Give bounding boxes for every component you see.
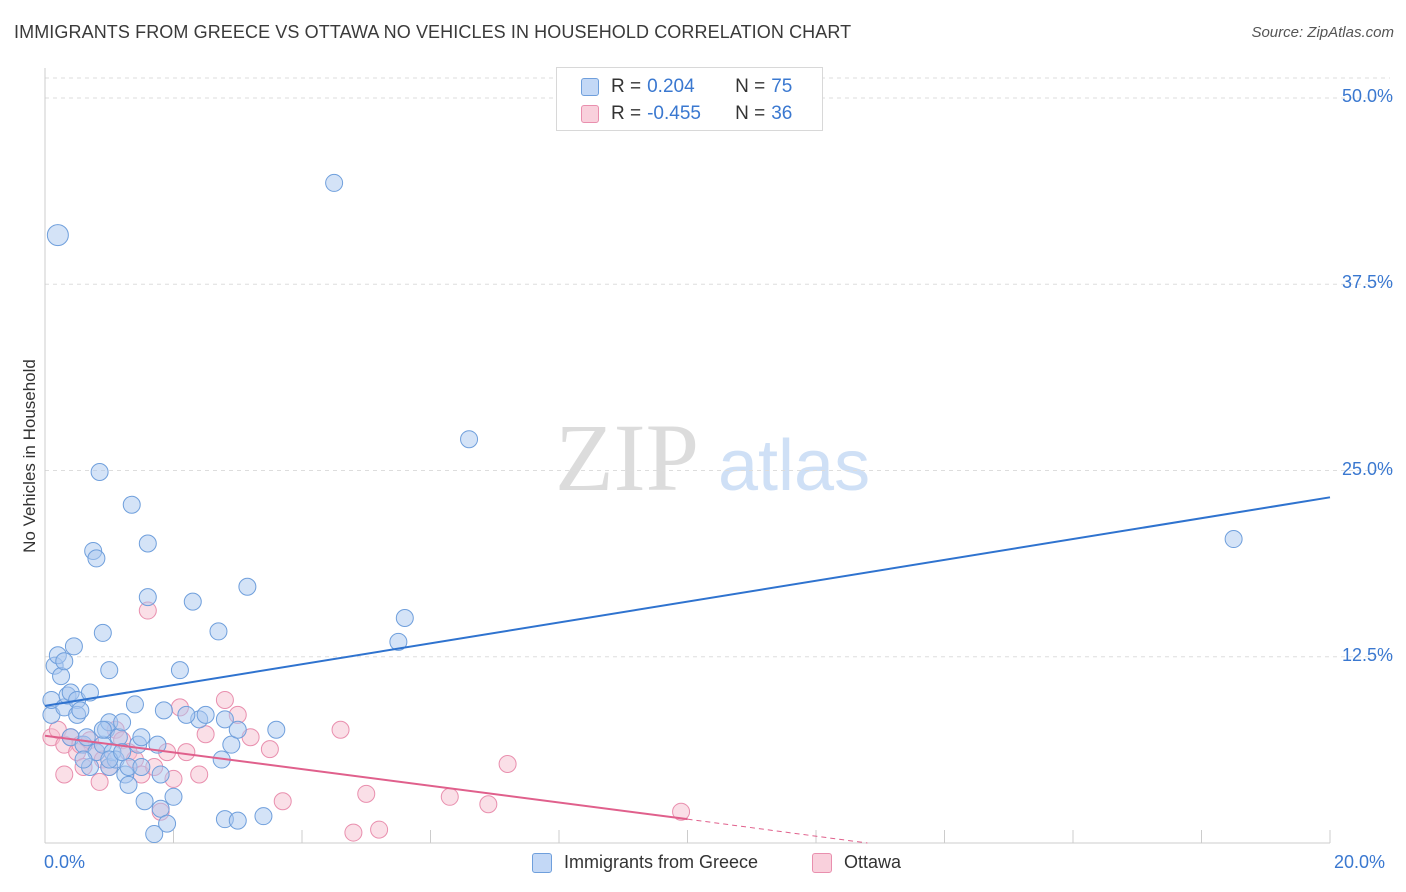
data-point-greece [170, 661, 189, 680]
watermark-atlas: atlas [718, 426, 870, 506]
legend-row-ottawa: R = -0.455 N = 36 [581, 101, 792, 127]
legend-r-value: -0.455 [647, 103, 701, 124]
data-point-greece [93, 720, 112, 739]
data-point-greece [46, 224, 69, 247]
data-point-greece [460, 430, 479, 449]
data-point-greece [177, 705, 196, 724]
data-point-greece [215, 710, 234, 729]
data-point-greece [325, 173, 344, 192]
data-point-greece [228, 720, 247, 739]
data-point-greece [151, 799, 170, 818]
data-point-ottawa [260, 740, 279, 759]
data-point-ottawa [672, 802, 691, 821]
data-point-greece [132, 758, 151, 777]
y-tick-label: 50.0% [1341, 86, 1393, 106]
data-point-greece [132, 728, 151, 747]
legend-r-label: R = [611, 76, 642, 97]
data-point-greece [80, 683, 99, 702]
trend-line-greece [44, 496, 1331, 707]
legend-swatch-pink [581, 105, 599, 123]
data-point-greece [64, 637, 83, 656]
data-point-greece [158, 814, 177, 833]
data-point-greece [151, 765, 170, 784]
data-point-greece [154, 701, 173, 720]
legend-swatch-pink [812, 852, 832, 873]
data-point-greece [113, 713, 132, 732]
legend-r-value: 0.204 [647, 76, 695, 97]
data-point-greece [113, 743, 132, 762]
trend-line-ottawa [44, 734, 688, 821]
legend-r-label: R = [611, 103, 642, 124]
data-point-greece [183, 592, 202, 611]
x-tick-label-max: 20.0% [1334, 852, 1386, 872]
watermark-zip: ZIP [555, 404, 699, 511]
data-point-greece [138, 534, 157, 553]
data-point-greece [228, 811, 247, 830]
data-point-ottawa [90, 772, 109, 791]
y-tick-label: 12.5% [1341, 644, 1393, 665]
data-point-greece [209, 622, 228, 641]
legend-swatch-blue [581, 78, 599, 96]
data-point-greece [196, 705, 215, 724]
data-point-ottawa [177, 743, 196, 762]
data-point-greece [71, 701, 90, 720]
chart-source: Source: ZipAtlas.com [1251, 24, 1394, 41]
data-point-ottawa [357, 784, 376, 803]
data-point-greece [254, 807, 273, 826]
data-point-ottawa [331, 720, 350, 739]
data-point-greece [389, 632, 408, 651]
data-point-greece [267, 720, 286, 739]
data-point-greece [138, 588, 157, 607]
data-point-greece [93, 623, 112, 642]
legend-n-value: 36 [771, 103, 793, 124]
data-point-greece [395, 609, 414, 628]
data-point-ottawa [370, 820, 389, 839]
series-legend: Immigrants from Greece Ottawa [0, 852, 1406, 878]
data-point-greece [135, 792, 154, 811]
legend-swatch-blue [532, 852, 552, 873]
data-point-greece [52, 667, 71, 686]
data-point-greece [125, 695, 144, 714]
data-point-ottawa [498, 755, 517, 774]
data-point-greece [222, 735, 241, 754]
legend-item-greece: Immigrants from Greece [532, 852, 758, 873]
data-point-ottawa [55, 765, 74, 784]
legend-n-label: N = [735, 103, 766, 124]
legend-label-greece: Immigrants from Greece [564, 852, 759, 872]
legend-n-label: N = [735, 76, 766, 97]
data-point-greece [238, 577, 257, 596]
data-point-ottawa [479, 795, 498, 814]
chart-title: IMMIGRANTS FROM GREECE VS OTTAWA NO VEHI… [14, 22, 852, 42]
data-point-greece [145, 825, 164, 844]
data-point-greece [109, 728, 128, 747]
data-point-greece [164, 787, 183, 806]
trend-line-ottawa-extension [687, 818, 868, 844]
data-point-greece [119, 775, 138, 794]
y-tick-label: 37.5% [1341, 272, 1393, 293]
data-point-greece [1224, 530, 1243, 549]
legend-row-greece: R = 0.204 N = 75 [581, 74, 792, 100]
correlation-legend: R = 0.204 N = 75 R = -0.455 N = 36 [556, 67, 823, 131]
legend-item-ottawa: Ottawa [812, 852, 901, 873]
data-point-greece [74, 750, 93, 769]
data-point-ottawa [344, 823, 363, 842]
data-point-ottawa [196, 725, 215, 744]
data-point-ottawa [215, 690, 234, 709]
y-tick-label: 25.0% [1341, 458, 1393, 479]
data-point-greece [122, 495, 141, 514]
data-point-ottawa [273, 792, 292, 811]
data-point-greece [90, 462, 109, 481]
x-tick-label-min: 0.0% [44, 852, 86, 872]
data-point-ottawa [440, 787, 459, 806]
data-point-ottawa [190, 765, 209, 784]
data-point-greece [77, 728, 96, 747]
data-point-greece [87, 549, 106, 568]
legend-n-value: 75 [771, 76, 793, 97]
data-point-greece [55, 652, 74, 671]
data-point-greece [100, 661, 119, 680]
legend-label-ottawa: Ottawa [844, 852, 902, 872]
